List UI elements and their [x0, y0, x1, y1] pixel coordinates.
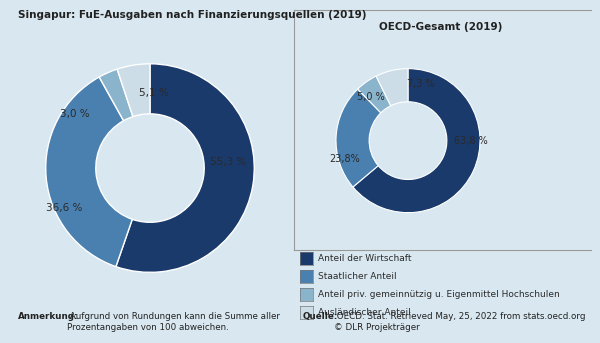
Text: 63,8 %: 63,8 %	[454, 135, 488, 146]
Wedge shape	[358, 76, 391, 113]
Text: 3,0 %: 3,0 %	[60, 109, 90, 119]
Text: Anteil priv. gemeinnützig u. Eigenmittel Hochschulen: Anteil priv. gemeinnützig u. Eigenmittel…	[318, 290, 560, 299]
Text: 23,8%: 23,8%	[329, 154, 360, 164]
Text: Staatlicher Anteil: Staatlicher Anteil	[318, 272, 397, 281]
Text: Aufgrund von Rundungen kann die Summe aller
Prozentangaben von 100 abweichen.: Aufgrund von Rundungen kann die Summe al…	[67, 312, 280, 332]
Text: 5,1 %: 5,1 %	[139, 88, 169, 98]
Text: Singapur: FuE-Ausgaben nach Finanzierungsquellen (2019): Singapur: FuE-Ausgaben nach Finanzierung…	[18, 10, 367, 20]
Text: 55,3 %: 55,3 %	[210, 157, 247, 167]
Text: Anteil der Wirtschaft: Anteil der Wirtschaft	[318, 255, 412, 263]
Text: Ausländischer Anteil: Ausländischer Anteil	[318, 308, 411, 317]
Text: 5,0 %: 5,0 %	[356, 92, 385, 103]
Text: OECD. Stat. Retrieved May, 25, 2022 from stats.oecd.org
© DLR Projekträger: OECD. Stat. Retrieved May, 25, 2022 from…	[334, 312, 586, 332]
Text: Quelle:: Quelle:	[303, 312, 338, 321]
Wedge shape	[99, 69, 133, 121]
Text: Anmerkung:: Anmerkung:	[18, 312, 79, 321]
Wedge shape	[336, 89, 381, 187]
Wedge shape	[46, 77, 132, 267]
Text: 36,6 %: 36,6 %	[46, 203, 83, 213]
Wedge shape	[117, 64, 150, 117]
Wedge shape	[376, 69, 408, 106]
Text: OECD-Gesamt (2019): OECD-Gesamt (2019)	[379, 22, 503, 32]
Wedge shape	[353, 69, 480, 213]
Wedge shape	[116, 64, 254, 272]
Text: 7,3 %: 7,3 %	[407, 80, 435, 90]
